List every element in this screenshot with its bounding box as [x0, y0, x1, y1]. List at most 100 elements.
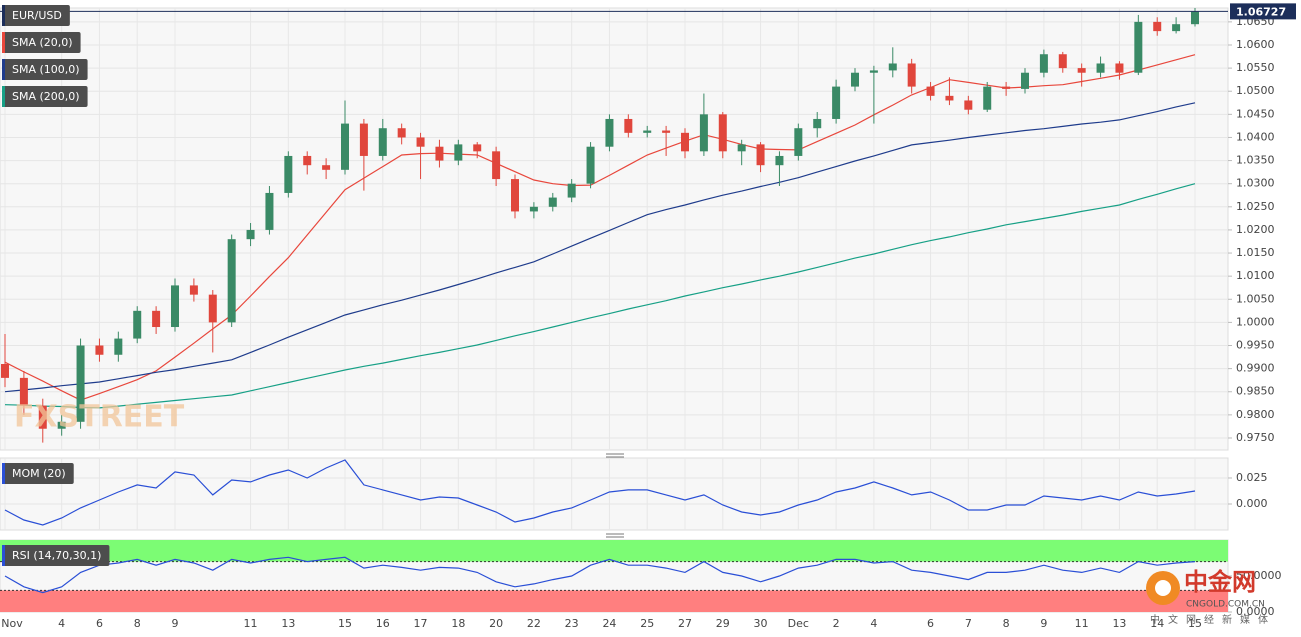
x-tick-label: 9: [172, 617, 179, 630]
y-tick-label: 0.025: [1236, 471, 1268, 484]
series-line: [4, 459, 1196, 526]
candle-body: [529, 206, 538, 212]
candle-body: [171, 285, 179, 328]
legend-swatch: [2, 545, 5, 566]
legend-label: SMA (100,0): [12, 63, 80, 76]
candle-body: [473, 144, 482, 152]
candle-body: [605, 118, 614, 147]
y-tick-label: 1.0450: [1236, 107, 1275, 120]
y-tick-label: 1.0600: [1236, 38, 1275, 51]
watermark: FXSTREET: [14, 400, 185, 435]
candle-body: [416, 137, 425, 147]
candle-body: [378, 128, 387, 156]
x-tick-label: 22: [527, 617, 541, 630]
y-tick-label: 1.0500: [1236, 84, 1275, 97]
x-tick-label: 6: [927, 617, 934, 630]
candle-body: [869, 70, 878, 73]
candle-body: [624, 118, 633, 133]
x-tick-label: 15: [338, 617, 352, 630]
candle-body: [888, 63, 897, 71]
legend-swatch: [2, 86, 5, 107]
candle-body: [246, 229, 255, 240]
candle-body: [1058, 54, 1067, 69]
y-tick-label: 0.0000: [1236, 605, 1275, 618]
x-tick-label: 23: [565, 617, 579, 630]
y-tick-label: 0.000: [1236, 497, 1268, 510]
y-tick-label: 0.9750: [1236, 431, 1275, 444]
logo-tagline: 中文网经新媒体: [1150, 613, 1276, 626]
candle-body: [1115, 63, 1124, 73]
legend-box: [2, 5, 70, 26]
legend-swatch: [2, 5, 5, 26]
candle-body: [454, 144, 463, 161]
x-tick-label: 11: [1075, 617, 1089, 630]
candle-body: [303, 155, 312, 166]
candle-body: [756, 144, 765, 166]
candle-body: [775, 155, 784, 166]
x-tick-label: 2: [833, 617, 840, 630]
series-line: [4, 102, 1196, 393]
y-tick-label: 1.0200: [1236, 223, 1275, 236]
candle-body: [926, 86, 935, 96]
x-tick-label: 8: [1003, 617, 1010, 630]
x-tick-label: 20: [489, 617, 503, 630]
x-tick-label: 14: [1150, 617, 1164, 630]
logo-icon-inner: [1155, 580, 1171, 596]
x-tick-label: 15: [1188, 617, 1202, 630]
y-tick-label: 1.0350: [1236, 154, 1275, 167]
y-tick-label: 1.0000: [1236, 315, 1275, 328]
y-tick-label: 0.9900: [1236, 362, 1275, 375]
panel-background: [0, 457, 1229, 531]
x-tick-label: 13: [281, 617, 295, 630]
y-tick-label: 1.0100: [1236, 269, 1275, 282]
candle-body: [737, 144, 746, 152]
x-tick-label: 13: [1112, 617, 1126, 630]
candle-body: [435, 146, 444, 161]
candle-body: [945, 95, 954, 101]
candle-body: [189, 285, 198, 295]
legend-box: [2, 545, 110, 566]
candle-body: [1077, 68, 1086, 73]
legend-label: MOM (20): [12, 467, 66, 480]
candle-body: [983, 86, 992, 110]
candle-body: [832, 86, 841, 119]
x-tick-label: 4: [58, 617, 65, 630]
candle-body: [1153, 21, 1162, 32]
candle-body: [1134, 21, 1143, 73]
x-tick-label: 29: [716, 617, 730, 630]
candle-body: [322, 165, 331, 170]
candle-body: [1172, 24, 1181, 32]
candle-body: [643, 130, 652, 133]
x-tick-label: Nov: [1, 617, 23, 630]
x-tick-label: 7: [965, 617, 972, 630]
candle-body: [813, 118, 822, 129]
legend-swatch: [2, 32, 5, 53]
legend-box: [2, 32, 81, 53]
candle-body: [492, 151, 501, 180]
x-tick-label: 16: [376, 617, 390, 630]
series-line: [4, 556, 1196, 594]
legend-label: EUR/USD: [12, 9, 62, 22]
candle-body: [57, 421, 66, 429]
x-tick-label: 18: [451, 617, 465, 630]
y-tick-label: 1.0050: [1236, 292, 1275, 305]
candle-body: [964, 100, 973, 110]
y-tick-label: 1.0550: [1236, 61, 1275, 74]
candle-body: [1002, 86, 1011, 89]
series-line: [4, 54, 1196, 401]
candle-body: [152, 310, 161, 328]
y-tick-label: 1.0400: [1236, 130, 1275, 143]
legend-box: [2, 86, 88, 107]
y-tick-label: 50.0000: [1236, 569, 1282, 582]
y-tick-label: 1.0250: [1236, 200, 1275, 213]
candle-body: [95, 345, 104, 355]
y-tick-label: 0.9800: [1236, 408, 1275, 421]
candle-body: [227, 239, 236, 323]
candle-body: [794, 128, 803, 156]
legend-box: [2, 59, 88, 80]
last-price-label: 1.06727: [1236, 5, 1286, 18]
candle-body: [208, 294, 217, 323]
candle-body: [851, 72, 859, 87]
legend-label: RSI (14,70,30,1): [12, 549, 101, 562]
